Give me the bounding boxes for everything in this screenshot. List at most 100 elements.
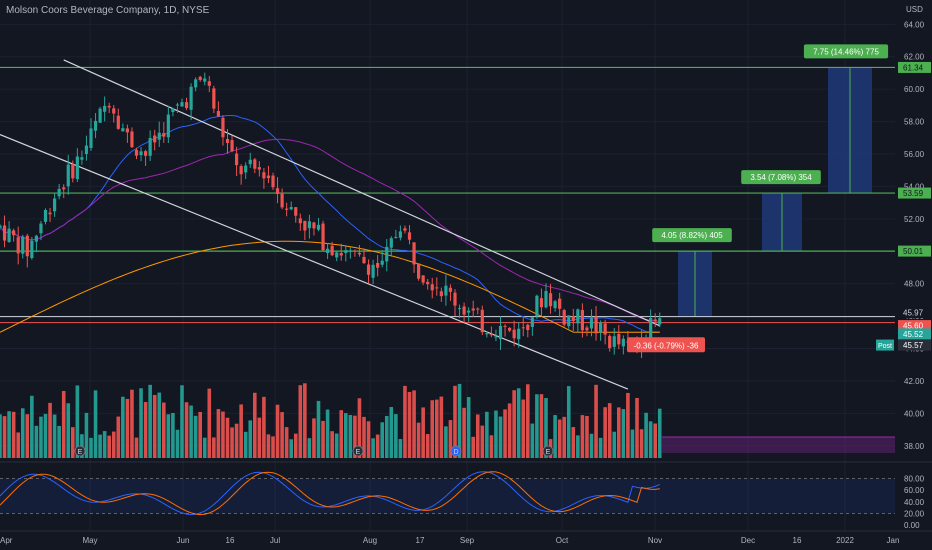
candle-body: [280, 193, 284, 208]
candle: [89, 118, 93, 151]
volume-bar: [234, 423, 239, 458]
candle: [203, 72, 207, 86]
volume-bar: [162, 402, 166, 458]
price-tick-label: 64.00: [904, 20, 925, 29]
event-marker: [450, 445, 462, 457]
candle: [285, 202, 289, 217]
volume-bar: [125, 398, 130, 458]
level-axis-box: [898, 307, 931, 319]
candle: [530, 316, 534, 336]
candle-body: [253, 159, 257, 169]
volume-bar: [130, 389, 134, 458]
candle-body: [344, 250, 348, 253]
volume-bar: [503, 409, 507, 458]
volume-bar: [471, 436, 475, 458]
target-label: 3.54 (7.08%) 354: [750, 173, 812, 182]
volume-bar: [293, 433, 298, 458]
price-tick-label: 54.00: [904, 182, 925, 191]
candle: [567, 315, 571, 329]
stoch-k-line: [0, 471, 660, 516]
level-axis-label: 45.97: [903, 309, 924, 318]
time-tick-label: Jan: [887, 536, 900, 545]
price-tick-label: 56.00: [904, 150, 925, 159]
volume-bar: [644, 412, 648, 458]
candle: [230, 135, 234, 153]
volume-bar: [653, 423, 657, 458]
candle: [462, 302, 466, 323]
volume-bar: [421, 407, 425, 458]
volume-bar: [344, 413, 348, 458]
candle: [66, 154, 70, 195]
candle-body: [139, 151, 143, 156]
event-marker-label: E: [356, 449, 361, 456]
candle-body: [530, 317, 534, 327]
candle-body: [225, 139, 230, 143]
candle-body: [298, 218, 302, 224]
volume-bar: [148, 384, 152, 458]
candle: [275, 177, 280, 204]
candle-body: [157, 132, 161, 140]
candle: [125, 124, 129, 143]
post-label-box: [876, 339, 894, 351]
candle: [162, 122, 166, 143]
candle-body: [480, 309, 484, 333]
candle-body: [503, 325, 507, 327]
volume-bar: [248, 420, 253, 458]
volume-bar: [61, 390, 66, 458]
candle: [198, 75, 202, 82]
volume-bar: [11, 411, 16, 458]
candle-body: [407, 232, 412, 240]
volume-bar: [166, 414, 171, 458]
volume-bar: [444, 426, 448, 458]
candle-body: [316, 224, 321, 230]
volume-bar: [598, 437, 603, 458]
volume-bar: [312, 418, 316, 458]
candle-body: [649, 318, 653, 345]
candle: [467, 307, 471, 322]
candle-body: [589, 318, 594, 329]
level-axis-label: 50.01: [903, 247, 924, 256]
candle: [376, 255, 380, 277]
level-axis-box: [898, 245, 931, 257]
candle-body: [62, 187, 66, 190]
candle-body: [30, 240, 34, 258]
volume-bar: [84, 412, 89, 458]
candle-body: [548, 293, 553, 307]
candle: [21, 234, 25, 259]
volume-bar: [102, 431, 107, 458]
candle-body: [376, 262, 380, 268]
candle: [489, 326, 493, 338]
volume-bar: [198, 411, 202, 458]
volume-bar: [412, 390, 416, 458]
candle-body: [271, 175, 275, 188]
volume-bar: [253, 392, 257, 458]
candle: [148, 130, 152, 161]
candle-body: [34, 235, 38, 242]
candle: [366, 259, 371, 283]
candle: [39, 220, 43, 241]
candle: [498, 316, 503, 351]
candle-body: [162, 133, 166, 137]
event-marker-label: E: [78, 449, 83, 456]
candle-body: [98, 108, 102, 123]
change-label: -0.36 (-0.79%) -36: [634, 341, 699, 350]
volume-bar: [498, 416, 503, 458]
candle-body: [553, 301, 557, 309]
volume-bar: [630, 429, 635, 458]
candle-body: [426, 281, 430, 285]
volume-bar: [330, 431, 334, 458]
candle-body: [612, 336, 616, 347]
candle: [380, 250, 384, 268]
volume-bar: [98, 434, 102, 458]
candle-body: [66, 164, 70, 187]
volume-bar: [207, 388, 212, 458]
volume-bar: [121, 396, 125, 458]
time-tick-label: Aug: [363, 536, 377, 545]
volume-bar: [325, 409, 330, 458]
candle-body: [494, 336, 498, 338]
candle-body: [512, 329, 516, 339]
volume-bar: [407, 391, 412, 458]
candle-body: [330, 245, 334, 256]
stoch-tick-label: 40.00: [904, 498, 925, 507]
